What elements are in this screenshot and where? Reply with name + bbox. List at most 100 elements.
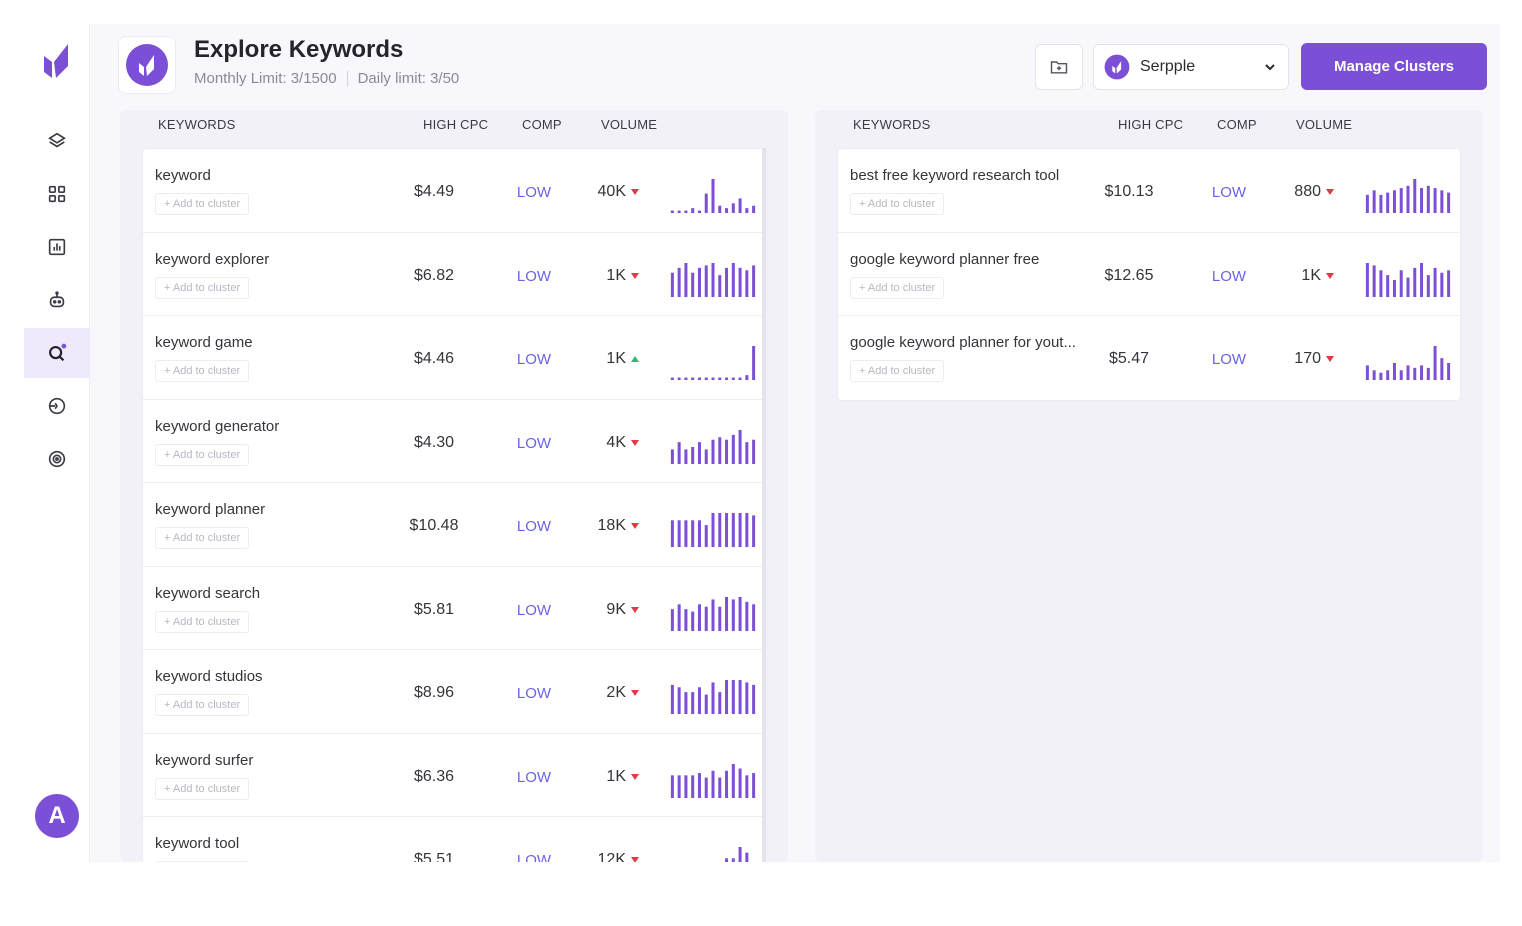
table-row[interactable]: keyword search + Add to cluster $5.81 LOW 9K [143, 567, 765, 650]
user-avatar[interactable]: A [35, 794, 79, 838]
sparkline-bar [1406, 277, 1410, 297]
sparkline-bar [1386, 192, 1390, 213]
table-row[interactable]: keyword planner + Add to cluster $10.48 LOW… [143, 483, 765, 567]
sidebar-item-settings[interactable] [24, 434, 90, 484]
table-row[interactable]: google keyword planner for yout... + Add … [838, 316, 1460, 400]
sparkline-bar [718, 436, 722, 464]
volume-value: 12K [597, 851, 626, 862]
sparkline-bar [711, 439, 715, 464]
sparkline-bar [745, 774, 749, 798]
table-row[interactable]: keyword + Add to cluster $4.49 LOW 40K [143, 149, 765, 233]
sparkline-bar [711, 682, 715, 714]
volume-sparkline [670, 346, 756, 380]
add-to-cluster-button[interactable]: + Add to cluster [155, 694, 250, 716]
add-to-cluster-button[interactable]: + Add to cluster [850, 276, 945, 299]
trend-up-icon [631, 356, 639, 362]
sparkline-bar [1365, 262, 1369, 297]
layers-icon [48, 132, 66, 148]
keyword-text[interactable]: keyword generator [155, 417, 280, 435]
keyword-text[interactable]: keyword tool [155, 835, 240, 852]
sparkline-bar [718, 692, 722, 714]
serpple-logo-icon[interactable] [42, 40, 72, 82]
competition-value: LOW [516, 601, 552, 619]
sparkline-bar [745, 513, 749, 547]
sparkline-bar [670, 377, 674, 380]
keyword-text[interactable]: keyword [155, 167, 211, 184]
add-to-cluster-button[interactable]: + Add to cluster [155, 276, 250, 299]
sparkline-bar [691, 272, 695, 297]
sparkline-bar [1386, 274, 1390, 297]
high-cpc-value: $12.65 [1104, 266, 1154, 284]
keyword-text[interactable]: keyword explorer [155, 250, 270, 268]
volume-sparkline [670, 763, 756, 798]
add-to-cluster-button[interactable]: + Add to cluster [155, 443, 250, 466]
keyword-text[interactable]: keyword planner [155, 501, 266, 518]
sparkline-bar [1433, 188, 1437, 213]
manage-clusters-button[interactable]: Manage Clusters [1301, 43, 1487, 90]
sparkline-bar [691, 446, 695, 464]
keyword-text[interactable]: google keyword planner free [850, 250, 1040, 268]
high-cpc-value: $4.30 [413, 433, 455, 451]
volume-sparkline [1365, 346, 1451, 380]
sparkline-bar [738, 198, 742, 213]
sidebar-item-dashboard[interactable] [24, 169, 90, 219]
daily-limit: Daily limit: 3/50 [357, 70, 460, 87]
sparkline-bar [718, 274, 722, 297]
sidebar-item-projects[interactable] [24, 116, 90, 166]
sparkline-bar [697, 210, 701, 213]
table-row[interactable]: keyword generator + Add to cluster $4.30 LO… [143, 400, 765, 483]
sparkline-bar [752, 603, 756, 631]
keyword-text[interactable]: keyword surfer [155, 751, 254, 769]
table-row[interactable]: best free keyword research tool + Add to … [838, 149, 1460, 233]
sparkline-bar [731, 377, 735, 380]
chart-icon [48, 238, 66, 256]
table-row[interactable]: keyword tool + Add to cluster $5.51 LOW 12K [143, 817, 765, 862]
sparkline-bar [752, 264, 756, 297]
competition-value: LOW [516, 852, 552, 862]
sidebar-item-ai[interactable] [24, 275, 90, 325]
sparkline-bar [752, 515, 756, 547]
folder-icon [1050, 61, 1068, 74]
scrollbar[interactable] [762, 148, 766, 862]
keyword-text[interactable]: google keyword planner for yout... [850, 334, 1076, 351]
add-to-cluster-button[interactable]: + Add to cluster [155, 861, 250, 862]
add-to-cluster-button[interactable]: + Add to cluster [155, 193, 250, 215]
col-comp: COMP [1217, 117, 1257, 132]
sidebar: A [24, 24, 90, 862]
col-high-cpc: HIGH CPC [423, 117, 489, 132]
sparkline-bar [1413, 267, 1417, 297]
sidebar-item-keyword-explorer[interactable] [24, 328, 90, 378]
add-to-cluster-button[interactable]: + Add to cluster [155, 777, 250, 800]
table-row[interactable]: keyword game + Add to cluster $4.46 LOW 1K [143, 316, 765, 400]
project-logo-icon [1104, 54, 1130, 80]
saved-folder-button[interactable] [1035, 44, 1083, 90]
add-to-cluster-button[interactable]: + Add to cluster [155, 610, 250, 633]
keyword-text[interactable]: keyword search [155, 584, 261, 602]
sparkline-bar [704, 193, 708, 213]
add-to-cluster-button[interactable]: + Add to cluster [155, 527, 250, 549]
project-select[interactable]: Serpple [1093, 44, 1289, 90]
table-row[interactable]: keyword studios + Add to cluster $8.96 LOW 2… [143, 650, 765, 734]
keyword-text[interactable]: best free keyword research tool [850, 167, 1060, 184]
sparkline-bar [704, 777, 708, 798]
sidebar-item-reports[interactable] [24, 222, 90, 272]
sparkline-bar [731, 858, 735, 862]
trend-down-icon [1326, 356, 1334, 362]
sparkline-bar [697, 267, 701, 297]
volume-value: 1K [606, 767, 626, 785]
sparkline-bar [704, 264, 708, 297]
add-to-cluster-button[interactable]: + Add to cluster [850, 193, 945, 215]
competition-value: LOW [516, 518, 552, 535]
sparkline-bar [677, 687, 681, 714]
volume-cell: 1K [579, 768, 639, 786]
add-to-cluster-button[interactable]: + Add to cluster [155, 360, 250, 382]
keyword-text[interactable]: keyword game [155, 334, 253, 351]
table-row[interactable]: google keyword planner free + Add to clus… [838, 233, 1460, 316]
table-row[interactable]: keyword explorer + Add to cluster $6.82 LOW… [143, 233, 765, 316]
keyword-text[interactable]: keyword studios [155, 668, 263, 685]
sidebar-item-competitors[interactable] [24, 381, 90, 431]
competition-value: LOW [1211, 267, 1247, 285]
add-to-cluster-button[interactable]: + Add to cluster [850, 360, 945, 382]
table-row[interactable]: keyword surfer + Add to cluster $6.36 LOW 1K [143, 734, 765, 817]
sparkline-bar [691, 520, 695, 547]
